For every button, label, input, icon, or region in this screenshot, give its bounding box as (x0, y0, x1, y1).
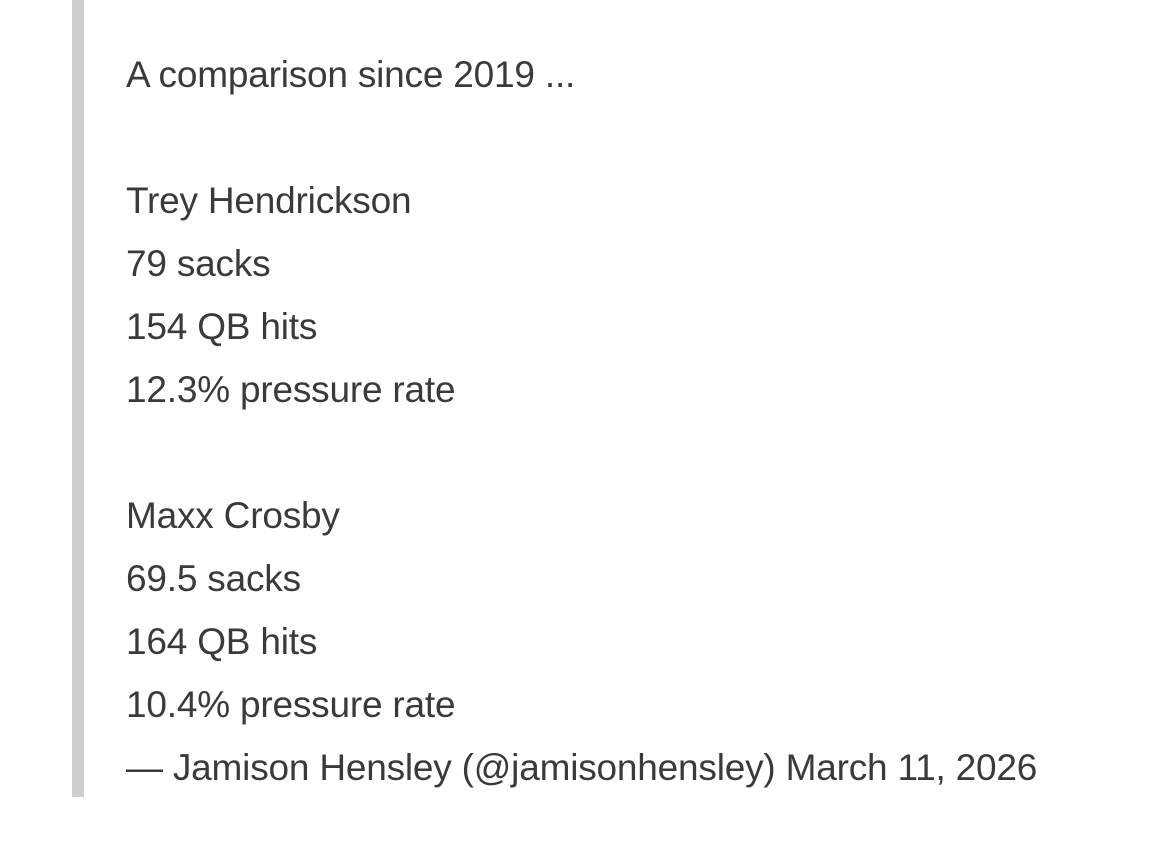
player-2-pressure-rate: 10.4% pressure rate (126, 684, 456, 725)
player-1-qb-hits: 154 QB hits (126, 306, 318, 347)
blockquote-border (72, 0, 84, 797)
player-1-name: Trey Hendrickson (126, 180, 412, 221)
player-1-pressure-rate: 12.3% pressure rate (126, 369, 456, 410)
player-2-sacks: 69.5 sacks (126, 558, 301, 599)
player-1-sacks: 79 sacks (126, 243, 271, 284)
player-2-name: Maxx Crosby (126, 495, 340, 536)
quote-intro: A comparison since 2019 ... (126, 54, 576, 95)
quote-attribution: — Jamison Hensley (@jamisonhensley) Marc… (126, 747, 1038, 788)
player-2-qb-hits: 164 QB hits (126, 621, 318, 662)
